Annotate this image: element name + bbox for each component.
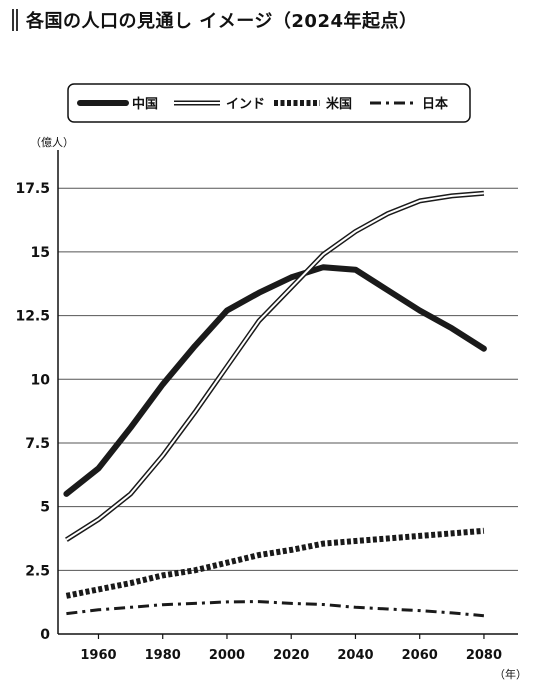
series-0 [63,264,487,497]
legend-item: 日本 [370,96,448,112]
y-tick-label: 10 [31,372,51,388]
x-tick-label: 1960 [80,648,116,663]
series-line-0 [63,264,487,497]
legend-label: インド [226,97,265,112]
legend-label: 日本 [422,96,448,112]
series-line-2 [65,527,485,599]
x-tick-label: 1980 [145,648,181,663]
y-tick-label: 15 [31,245,50,261]
series-1 [65,190,485,542]
legend-label: 中国 [132,96,158,112]
legend-item: 米国 [274,96,352,112]
x-tick-label: 2080 [466,648,502,663]
y-tick-label: 17.5 [15,181,50,197]
series-line-1 [65,190,485,542]
series-2 [65,527,485,599]
series-line-3 [66,600,485,618]
legend-label: 米国 [326,96,352,112]
y-tick-label: 0 [40,627,50,643]
y-tick-label: 7.5 [25,436,50,452]
x-tick-label: 2020 [273,648,309,663]
chart-title: 各国の人口の見通し イメージ（2024年起点） [26,11,418,32]
y-tick-label: 5 [40,500,50,516]
title-marker [12,9,14,31]
legend-item: 中国 [77,96,158,112]
x-tick-label: 2000 [209,648,245,663]
title-marker [16,9,18,31]
y-axis-label: （億人） [30,136,74,149]
x-tick-label: 2060 [402,648,438,663]
y-tick-label: 2.5 [25,563,50,579]
legend-item: インド [174,97,265,112]
chart-title-bar: 各国の人口の見通し イメージ（2024年起点） [12,8,418,32]
series-3 [66,600,485,618]
series-line-1-inner [65,192,484,541]
legend-box [67,83,471,123]
x-tick-label: 2040 [337,648,373,663]
x-axis-label: （年） [494,667,527,681]
y-tick-label: 12.5 [15,309,50,325]
